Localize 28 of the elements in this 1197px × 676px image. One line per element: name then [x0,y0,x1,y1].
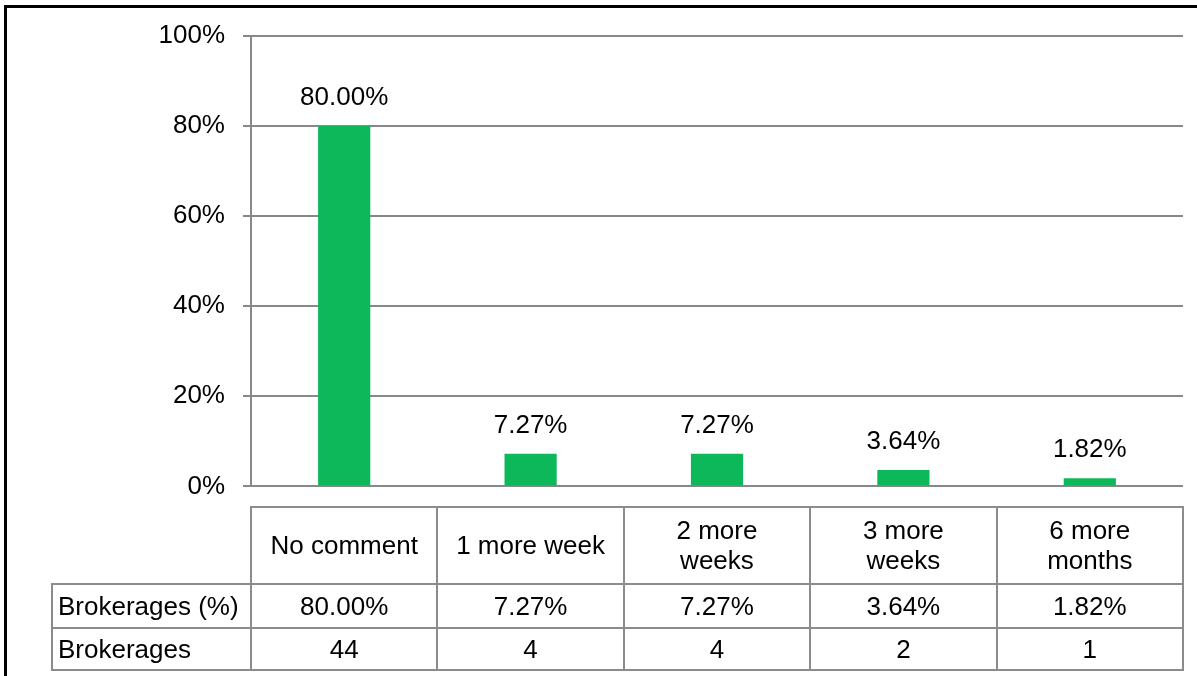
x-tick-label: 1 more week [456,530,605,560]
x-tick-label: 3 more weeks [861,515,945,575]
y-tick-label: 60% [172,199,225,230]
text: 3.64% [866,425,941,456]
y-tick-label: 100% [158,19,225,50]
x-tick-label: 2 more weeks [675,515,759,575]
text: 1.82% [1052,433,1127,464]
data-label: 80.00% [300,590,389,621]
x-tick-label: No comment [270,530,418,560]
text: 7.27% [680,408,754,439]
text: Brokerages [58,633,191,664]
y-tick-label: 20% [172,379,225,410]
text: 80.00% [300,81,389,112]
text: 7.27% [493,408,568,439]
y-tick-label: 40% [172,289,225,320]
y-tick-label: 0% [187,469,225,500]
text: 4 [709,633,725,664]
data-label: 1.82% [1052,590,1127,621]
text: Brokerages (%) [58,590,239,621]
y-tick-label: 80% [172,109,225,140]
text: 1 [1082,633,1098,664]
data-label: 7.27% [493,590,568,621]
data-label: 3.64% [866,590,941,621]
text: 44 [329,633,359,664]
x-tick-label: 6 more months [1046,515,1134,575]
text: 4 [523,633,538,664]
text: 2 [896,633,911,664]
data-label: 7.27% [680,590,754,621]
